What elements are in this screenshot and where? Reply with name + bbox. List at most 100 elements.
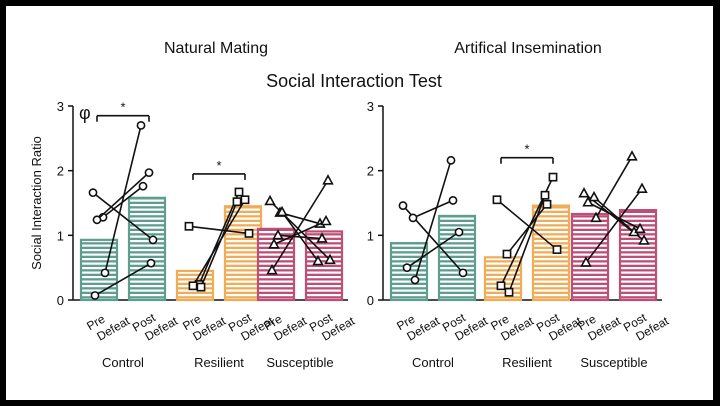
post-defeat-point — [244, 228, 254, 238]
subject-line — [92, 192, 154, 241]
y-tick-label: 3 — [367, 99, 374, 114]
subject-line — [414, 160, 452, 281]
significance-star: * — [524, 142, 529, 157]
condition-label: PostDefeat — [621, 301, 672, 346]
pre-defeat-point — [502, 249, 512, 259]
significance-bracket: * — [96, 100, 150, 122]
pre-defeat-point — [398, 201, 408, 210]
bar-post-defeat — [223, 205, 263, 302]
pre-defeat-point — [188, 281, 198, 291]
subject-line — [188, 225, 250, 235]
condition-label: PreDefeat — [261, 301, 309, 345]
pre-defeat-point — [410, 275, 420, 285]
post-defeat-point — [626, 150, 638, 161]
panel-label: φ — [79, 103, 91, 123]
pre-defeat-point — [402, 263, 412, 273]
y-tick-label: 2 — [367, 164, 374, 179]
condition-label: PostDefeat — [307, 301, 358, 346]
post-defeat-point — [454, 227, 464, 237]
subject-line — [412, 199, 454, 219]
category-label: Susceptible — [266, 355, 333, 370]
pre-defeat-point — [276, 205, 288, 217]
condition-label: PreDefeat — [180, 301, 228, 345]
post-defeat-point — [636, 182, 648, 193]
post-defeat-point — [324, 253, 336, 265]
condition-label: PostDefeat — [440, 301, 491, 346]
pre-defeat-point — [88, 188, 98, 198]
chart-panel-2: Artifical Insemination0123PreDefeatPostD… — [367, 40, 672, 370]
significance-bracket: * — [192, 158, 246, 180]
post-defeat-point — [552, 245, 562, 254]
post-defeat-point — [540, 190, 550, 200]
pre-defeat-point — [590, 211, 602, 223]
bar-post-defeat — [618, 209, 658, 302]
y-tick-label: 2 — [57, 164, 64, 179]
pre-defeat-point — [504, 287, 514, 297]
category-label: Resilient — [194, 355, 244, 370]
pre-defeat-point — [582, 196, 594, 207]
significance-star: * — [216, 158, 221, 173]
bar-post-defeat — [127, 196, 167, 302]
panel-title: Natural Mating — [164, 40, 268, 57]
post-defeat-point — [320, 214, 332, 226]
pre-defeat-point — [272, 229, 284, 240]
bar-pre-defeat — [483, 256, 523, 302]
significance-star: * — [120, 100, 125, 115]
subject-line — [198, 191, 240, 285]
pre-defeat-point — [496, 281, 506, 291]
post-defeat-point — [144, 168, 154, 178]
subject-line — [585, 188, 643, 263]
y-axis-label: Social Interaction Ratio — [29, 136, 44, 270]
post-defeat-point — [148, 235, 158, 245]
subject-line — [587, 201, 641, 230]
post-defeat-point — [316, 232, 328, 243]
figure-title: Social Interaction Test — [266, 71, 442, 91]
y-tick-label: 0 — [367, 293, 374, 308]
pre-defeat-point — [578, 187, 590, 198]
y-tick-label: 1 — [57, 228, 64, 243]
post-defeat-point — [232, 197, 242, 207]
post-defeat-point — [234, 187, 244, 197]
pre-defeat-point — [90, 291, 100, 300]
condition-label: PreDefeat — [84, 301, 132, 345]
pre-defeat-point — [580, 256, 592, 267]
post-defeat-point — [638, 234, 650, 245]
subject-line — [273, 220, 327, 246]
category-label: Resilient — [502, 355, 552, 370]
post-defeat-point — [312, 254, 324, 266]
bar-post-defeat — [531, 204, 571, 302]
pre-defeat-point — [196, 282, 206, 292]
pre-defeat-point — [184, 221, 194, 231]
panel-title: Artifical Insemination — [454, 40, 602, 57]
condition-label: PreDefeat — [575, 301, 623, 345]
figure-panel: Social Interaction Test Natural Mating So… — [6, 6, 713, 400]
post-defeat-point — [446, 155, 456, 165]
pre-defeat-point — [100, 268, 110, 278]
category-label: Control — [102, 355, 144, 370]
post-defeat-point — [240, 195, 250, 205]
y-tick-label: 1 — [367, 228, 374, 243]
pre-defeat-point — [92, 215, 102, 225]
category-label: Control — [412, 355, 454, 370]
post-defeat-point — [548, 172, 558, 182]
condition-label: PostDefeat — [130, 301, 181, 346]
post-defeat-point — [322, 174, 334, 185]
subject-line — [200, 201, 238, 288]
condition-label: PreDefeat — [394, 301, 442, 345]
pre-defeat-point — [588, 190, 600, 202]
pre-defeat-point — [266, 263, 278, 275]
pre-defeat-point — [264, 194, 276, 206]
condition-label: PreDefeat — [488, 301, 536, 345]
subject-line — [496, 199, 558, 251]
subject-line — [104, 125, 142, 274]
post-defeat-point — [634, 222, 646, 234]
social-interaction-figure: Social Interaction Test Natural Mating So… — [29, 40, 672, 370]
subject-line — [508, 194, 546, 293]
subject-line — [593, 196, 635, 233]
post-defeat-point — [542, 199, 552, 209]
significance-bracket: * — [500, 142, 554, 164]
category-label: Susceptible — [580, 355, 647, 370]
